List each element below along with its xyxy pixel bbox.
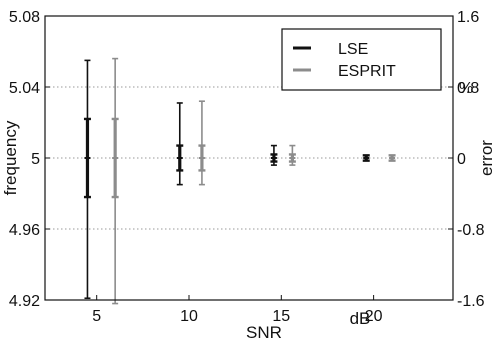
y2-unit-label: % bbox=[459, 80, 473, 97]
legend: LSE ESPRIT bbox=[281, 28, 442, 91]
error-bar-esprit bbox=[288, 144, 296, 166]
error-bar-lse bbox=[83, 59, 91, 300]
error-bar-esprit bbox=[388, 154, 396, 162]
x-axis-label: SNR bbox=[246, 323, 282, 342]
y2-tick-label: 0.8 bbox=[457, 80, 479, 97]
error-bar-lse bbox=[176, 102, 184, 186]
x-unit-label: dB bbox=[350, 309, 371, 328]
y2-axis-label: error bbox=[477, 140, 496, 176]
y-tick-label: 5 bbox=[31, 151, 40, 168]
error-bar-lse bbox=[270, 144, 278, 166]
y-tick-label: 4.92 bbox=[9, 293, 40, 310]
legend-label-lse: LSE bbox=[338, 41, 368, 58]
y2-tick-label: 0 bbox=[457, 151, 466, 168]
y-tick-label: 4.96 bbox=[9, 222, 40, 239]
x-tick-label: 15 bbox=[272, 308, 290, 325]
y2-tick-label: -1.6 bbox=[457, 293, 485, 310]
error-bar-lse bbox=[362, 154, 370, 162]
x-tick-label: 5 bbox=[92, 308, 101, 325]
y-tick-label: 5.08 bbox=[9, 9, 40, 26]
y-axis-label: frequency bbox=[1, 120, 20, 195]
legend-box bbox=[281, 28, 442, 91]
y2-tick-label: -0.8 bbox=[457, 222, 485, 239]
x-tick-label: 20 bbox=[365, 308, 383, 325]
legend-label-esprit: ESPRIT bbox=[338, 63, 396, 80]
y-tick-label: 5.04 bbox=[9, 80, 40, 97]
y2-tick-label: 1.6 bbox=[457, 9, 479, 26]
error-bar-esprit bbox=[198, 100, 206, 186]
error-bars bbox=[83, 57, 396, 305]
x-tick-label: 10 bbox=[180, 308, 198, 325]
error-bar-esprit bbox=[111, 57, 119, 305]
axis-ticks: 4.92 4.96 5 5.04 5.08 -1.6 -0.8 0 0.8 1.6 5 10 15 20 bbox=[9, 9, 485, 325]
